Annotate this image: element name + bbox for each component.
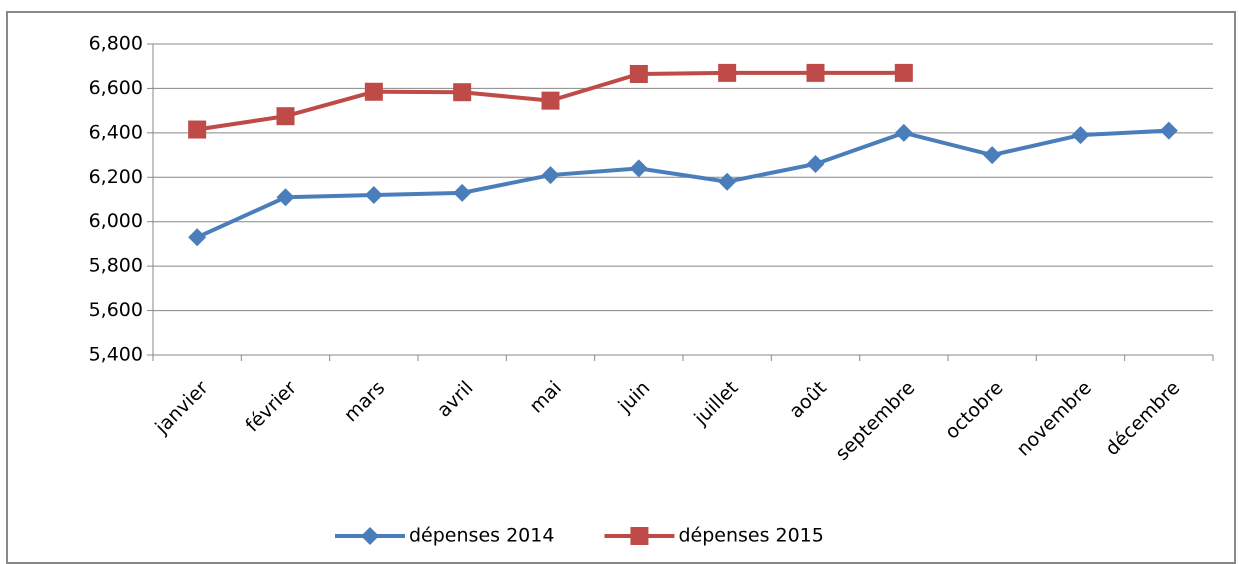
chart-frame <box>6 11 1236 564</box>
y-tick-label: 6,000 <box>89 210 143 232</box>
marker <box>188 228 207 247</box>
marker <box>276 188 295 207</box>
marker <box>364 186 383 205</box>
marker <box>541 91 560 110</box>
marker <box>276 107 295 126</box>
series-line <box>196 128 1169 240</box>
marker <box>894 123 913 142</box>
y-tick-label: 6,600 <box>89 77 143 99</box>
marker <box>364 82 383 101</box>
marker <box>541 166 560 185</box>
marker <box>629 159 648 178</box>
marker <box>188 120 207 139</box>
marker <box>806 154 825 173</box>
legend-label: dépenses 2015 <box>678 525 823 547</box>
y-tick-label: 5,600 <box>89 299 143 321</box>
y-tick-label: 5,400 <box>89 344 143 366</box>
marker <box>1159 121 1178 140</box>
marker <box>718 172 737 191</box>
marker <box>718 63 737 82</box>
y-tick-label: 5,800 <box>89 255 143 277</box>
marker <box>894 63 913 82</box>
legend-label: dépenses 2014 <box>409 525 554 547</box>
marker <box>1071 126 1090 145</box>
marker <box>806 63 825 82</box>
legend-marker <box>361 527 379 545</box>
y-tick-label: 6,400 <box>89 121 143 143</box>
legend-marker <box>630 527 649 545</box>
legend: dépenses 2014 dépenses 2015 <box>335 525 824 547</box>
marker <box>629 64 648 83</box>
marker <box>983 146 1002 165</box>
marker <box>453 83 472 102</box>
y-tick-label: 6,800 <box>89 33 143 55</box>
marker <box>453 183 472 202</box>
y-tick-label: 6,200 <box>89 166 143 188</box>
